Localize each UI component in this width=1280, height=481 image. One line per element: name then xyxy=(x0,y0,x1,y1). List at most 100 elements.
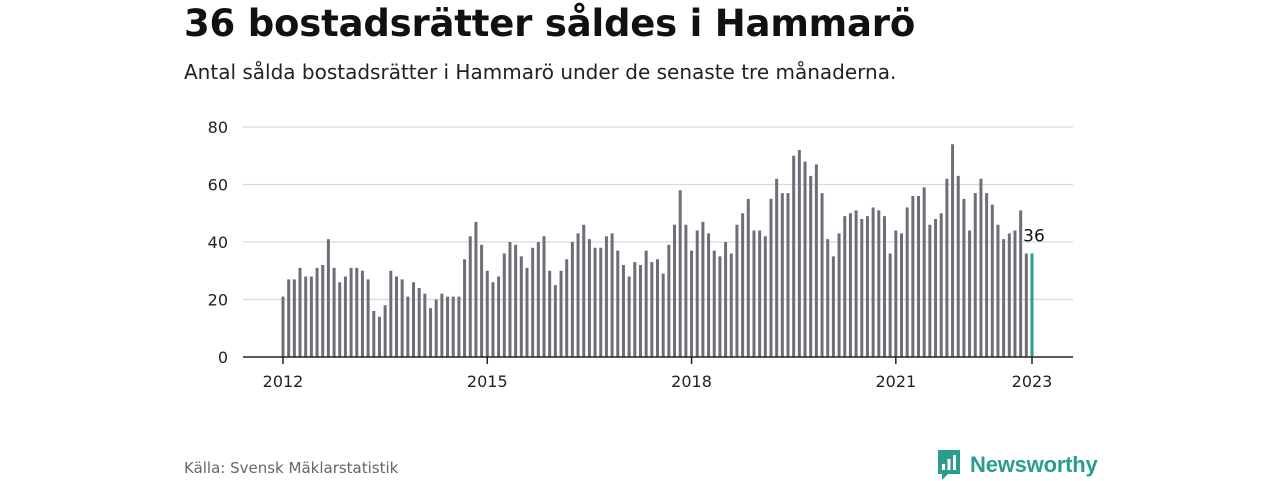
y-tick-label: 0 xyxy=(218,348,228,367)
bar xyxy=(1002,239,1006,357)
bar xyxy=(656,259,659,357)
bar xyxy=(417,288,421,357)
bar-highlight xyxy=(1030,253,1034,357)
bar xyxy=(928,224,932,357)
bar xyxy=(707,233,711,357)
bar xyxy=(559,270,563,357)
bar xyxy=(826,239,830,357)
bar xyxy=(917,196,921,357)
bar xyxy=(343,276,347,357)
bar xyxy=(332,267,336,357)
bar xyxy=(485,270,489,357)
bar xyxy=(922,187,926,357)
chart-title: 36 bostadsrätter såldes i Hammarö xyxy=(184,2,916,45)
bar xyxy=(576,233,580,357)
bar-chart: 0 20 40 60 80 2012 2015 2018 2021 2023 36 xyxy=(208,118,1073,391)
bar xyxy=(803,161,807,357)
bar xyxy=(735,224,739,357)
bar xyxy=(412,282,416,357)
bar xyxy=(724,242,728,357)
bar xyxy=(633,262,637,357)
bar xyxy=(377,316,381,357)
bar xyxy=(502,253,506,357)
bar xyxy=(831,256,835,357)
bar xyxy=(769,198,773,357)
bar xyxy=(446,296,450,357)
bar xyxy=(797,150,801,357)
bar xyxy=(587,239,591,357)
bar xyxy=(497,276,501,357)
bar xyxy=(457,296,461,357)
x-tick-label: 2021 xyxy=(875,372,916,391)
bar xyxy=(434,299,438,357)
bar xyxy=(321,265,325,357)
bar xyxy=(525,267,529,357)
bar xyxy=(968,230,972,357)
bar xyxy=(888,253,892,357)
bar xyxy=(979,178,983,357)
bar xyxy=(820,193,824,357)
bar xyxy=(644,250,648,357)
bar xyxy=(661,273,665,357)
bar xyxy=(809,175,813,357)
bar xyxy=(468,236,472,357)
bar xyxy=(326,239,330,357)
bar xyxy=(360,270,364,357)
bar xyxy=(548,270,552,357)
bar xyxy=(349,267,353,357)
bar xyxy=(775,178,779,357)
bar xyxy=(718,256,722,357)
bar xyxy=(780,193,784,357)
bar xyxy=(531,247,535,357)
bars xyxy=(281,144,1034,357)
bar xyxy=(298,267,302,357)
bar xyxy=(627,276,631,357)
x-tick-label: 2023 xyxy=(1012,372,1053,391)
bar xyxy=(394,276,398,357)
bar xyxy=(570,242,574,357)
bar xyxy=(309,276,313,357)
bar xyxy=(871,207,875,357)
bar xyxy=(973,193,977,357)
bar xyxy=(1007,233,1011,357)
bar xyxy=(667,244,671,357)
bar xyxy=(962,198,966,357)
bar xyxy=(474,221,478,357)
bar xyxy=(440,293,444,357)
bar xyxy=(741,213,745,357)
bar xyxy=(877,210,881,357)
bar xyxy=(338,282,342,357)
bar xyxy=(729,253,733,357)
bar xyxy=(491,282,495,357)
bar xyxy=(315,267,319,357)
bar xyxy=(480,244,484,357)
bar xyxy=(463,259,467,357)
bar xyxy=(372,311,376,357)
bar xyxy=(565,259,569,357)
bar xyxy=(287,279,291,357)
bar xyxy=(304,276,308,357)
newsworthy-logo-icon xyxy=(938,450,960,480)
bar xyxy=(939,213,943,357)
bar xyxy=(701,221,705,357)
x-tick-label: 2015 xyxy=(467,372,508,391)
bar xyxy=(292,279,296,357)
bar xyxy=(1024,253,1028,357)
x-tick-label: 2018 xyxy=(671,372,712,391)
bar xyxy=(1019,210,1023,357)
bar xyxy=(882,216,886,357)
axes: 0 20 40 60 80 2012 2015 2018 2021 2023 36 xyxy=(208,118,1073,391)
bar xyxy=(894,230,898,357)
bar xyxy=(684,224,688,357)
bar xyxy=(951,144,955,357)
bar xyxy=(746,198,750,357)
bar xyxy=(400,279,404,357)
bar xyxy=(865,216,869,357)
x-tick-label: 2012 xyxy=(263,372,304,391)
bar xyxy=(690,250,694,357)
bar xyxy=(542,236,546,357)
y-tick-label: 80 xyxy=(208,118,228,137)
bar xyxy=(934,219,938,357)
bar xyxy=(616,250,620,357)
bar xyxy=(854,210,858,357)
